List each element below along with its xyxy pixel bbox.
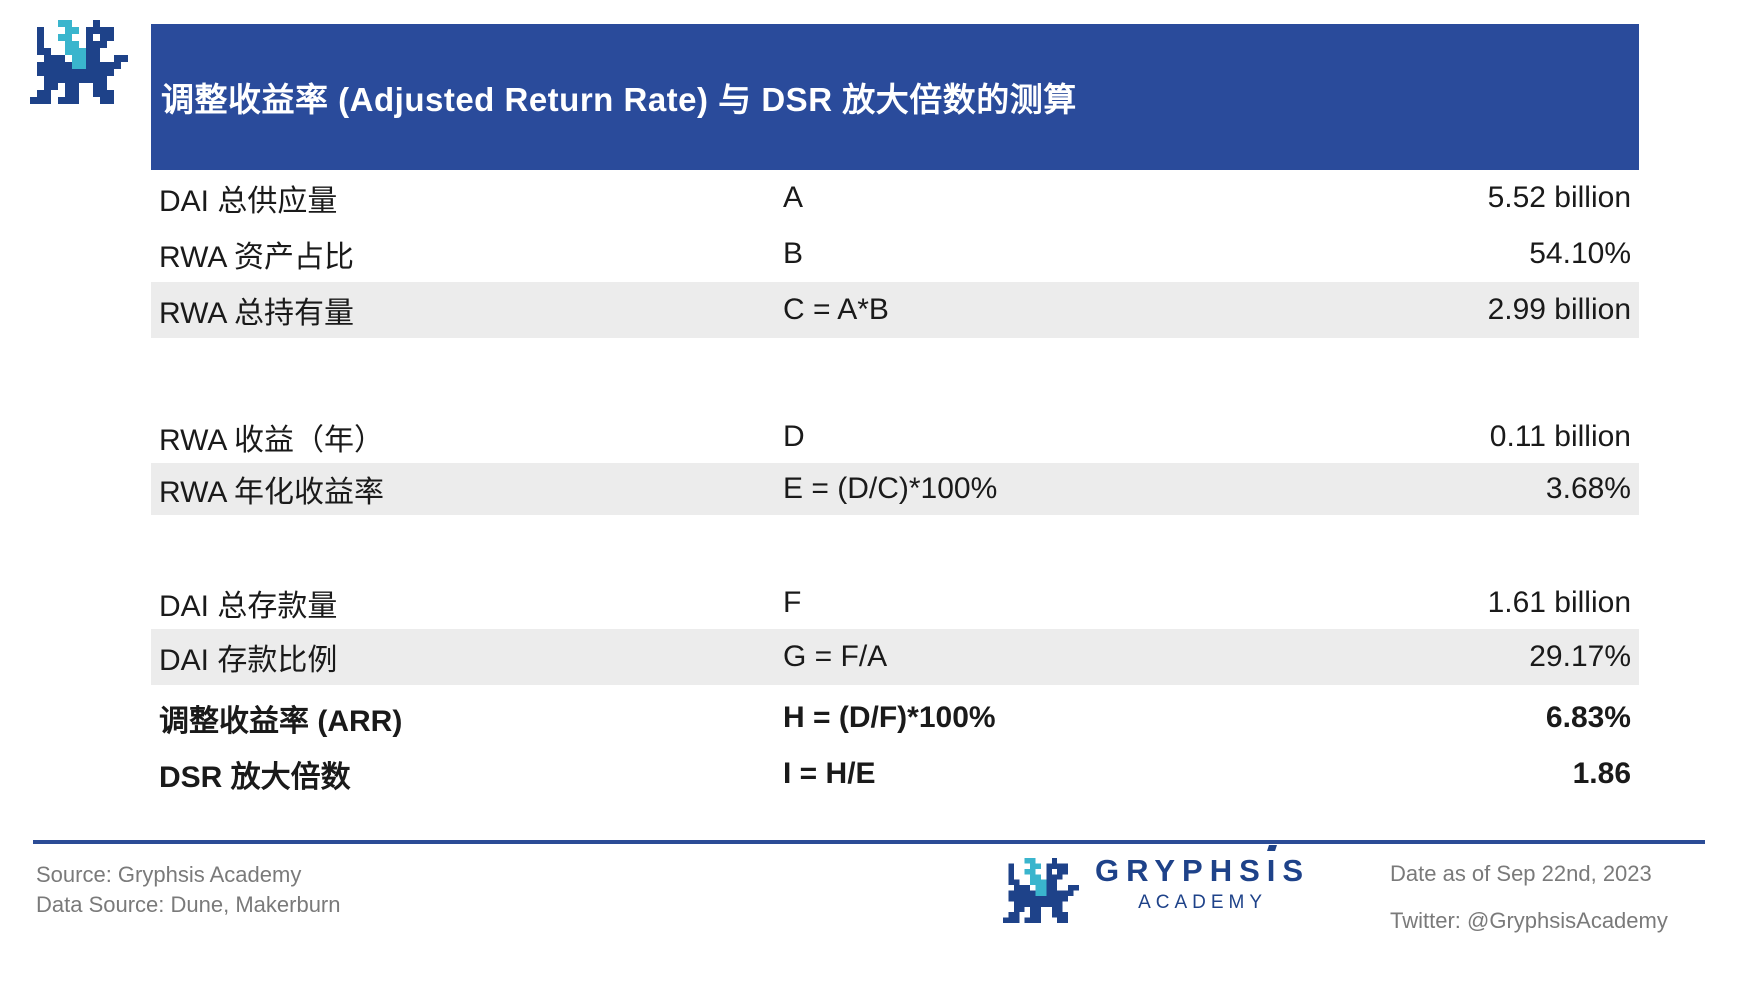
footer-meta: Date as of Sep 22nd, 2023 Twitter: @Gryp… — [1390, 861, 1668, 934]
row-label: RWA 资产占比 — [159, 241, 355, 274]
footer-divider — [33, 840, 1705, 844]
row-label: 调整收益率 (ARR) — [159, 705, 403, 738]
row-label: DAI 存款比例 — [159, 644, 338, 677]
table-row: RWA 资产占比 B 54.10% — [151, 226, 1639, 282]
table-row: DSR 放大倍数 I = H/E 1.86 — [151, 746, 1639, 802]
row-value: 0.11 billion — [1489, 420, 1631, 453]
metrics-table: DAI 总供应量 A 5.52 billion RWA 资产占比 B 54.10… — [151, 170, 1639, 802]
wordmark-block: GRYPHSIS ACADEMY — [1095, 853, 1310, 914]
row-value: 3.68% — [1545, 472, 1631, 505]
gryphsis-dragon-logo-icon — [30, 20, 128, 104]
row-formula: C = A*B — [783, 293, 889, 326]
table-row: DAI 总存款量 F 1.61 billion — [151, 577, 1639, 629]
row-value: 29.17% — [1529, 640, 1631, 673]
row-label: DAI 总存款量 — [159, 590, 338, 623]
row-formula: A — [783, 181, 804, 214]
row-label: RWA 收益（年） — [159, 424, 385, 457]
row-gap — [151, 338, 1639, 411]
table-row: RWA 年化收益率 E = (D/C)*100% 3.68% — [151, 463, 1639, 515]
row-label: DAI 总供应量 — [159, 185, 338, 218]
wordmark-gryphsis: GRYPHSIS — [1095, 853, 1310, 889]
table-row: RWA 收益（年） D 0.11 billion — [151, 411, 1639, 463]
wordmark-academy: ACADEMY — [1138, 892, 1268, 913]
row-formula: H = (D/F)*100% — [783, 701, 996, 734]
table-row: DAI 总供应量 A 5.52 billion — [151, 170, 1639, 226]
gryphsis-dragon-icon — [1003, 858, 1079, 923]
gryphsis-academy-logo: GRYPHSIS ACADEMY — [1003, 853, 1310, 923]
row-label: RWA 总持有量 — [159, 297, 355, 330]
row-label: RWA 年化收益率 — [159, 476, 385, 509]
wordmark-right: S — [1282, 853, 1311, 888]
row-formula: F — [783, 586, 802, 619]
row-value: 1.86 — [1572, 757, 1631, 790]
row-formula: D — [783, 420, 805, 453]
wordmark-left: GRYPHS — [1095, 853, 1267, 888]
table-row: DAI 存款比例 G = F/A 29.17% — [151, 629, 1639, 685]
row-value: 6.83% — [1545, 701, 1631, 734]
row-value: 2.99 billion — [1487, 293, 1631, 326]
row-value: 5.52 billion — [1487, 181, 1631, 214]
table-row: RWA 总持有量 C = A*B 2.99 billion — [151, 282, 1639, 338]
row-formula: E = (D/C)*100% — [783, 472, 998, 505]
row-value: 54.10% — [1529, 237, 1631, 270]
figure-title: 调整收益率 (Adjusted Return Rate) 与 DSR 放大倍数的… — [161, 81, 1077, 118]
table-row: 调整收益率 (ARR) H = (D/F)*100% 6.83% — [151, 690, 1639, 746]
wordmark-accented-i: I — [1266, 853, 1283, 888]
row-formula: G = F/A — [783, 640, 888, 673]
row-gap — [151, 515, 1639, 577]
row-formula: I = H/E — [783, 757, 876, 790]
row-label: DSR 放大倍数 — [159, 761, 351, 794]
footer-sources: Source: Gryphsis Academy Data Source: Du… — [36, 860, 341, 920]
row-formula: B — [783, 237, 804, 270]
twitter-line: Twitter: @GryphsisAcademy — [1390, 908, 1668, 933]
date-line: Date as of Sep 22nd, 2023 — [1390, 861, 1652, 886]
data-source-line: Data Source: Dune, Makerburn — [36, 892, 341, 917]
source-line: Source: Gryphsis Academy — [36, 862, 302, 887]
row-value: 1.61 billion — [1487, 586, 1631, 619]
title-bar: 调整收益率 (Adjusted Return Rate) 与 DSR 放大倍数的… — [151, 24, 1639, 170]
